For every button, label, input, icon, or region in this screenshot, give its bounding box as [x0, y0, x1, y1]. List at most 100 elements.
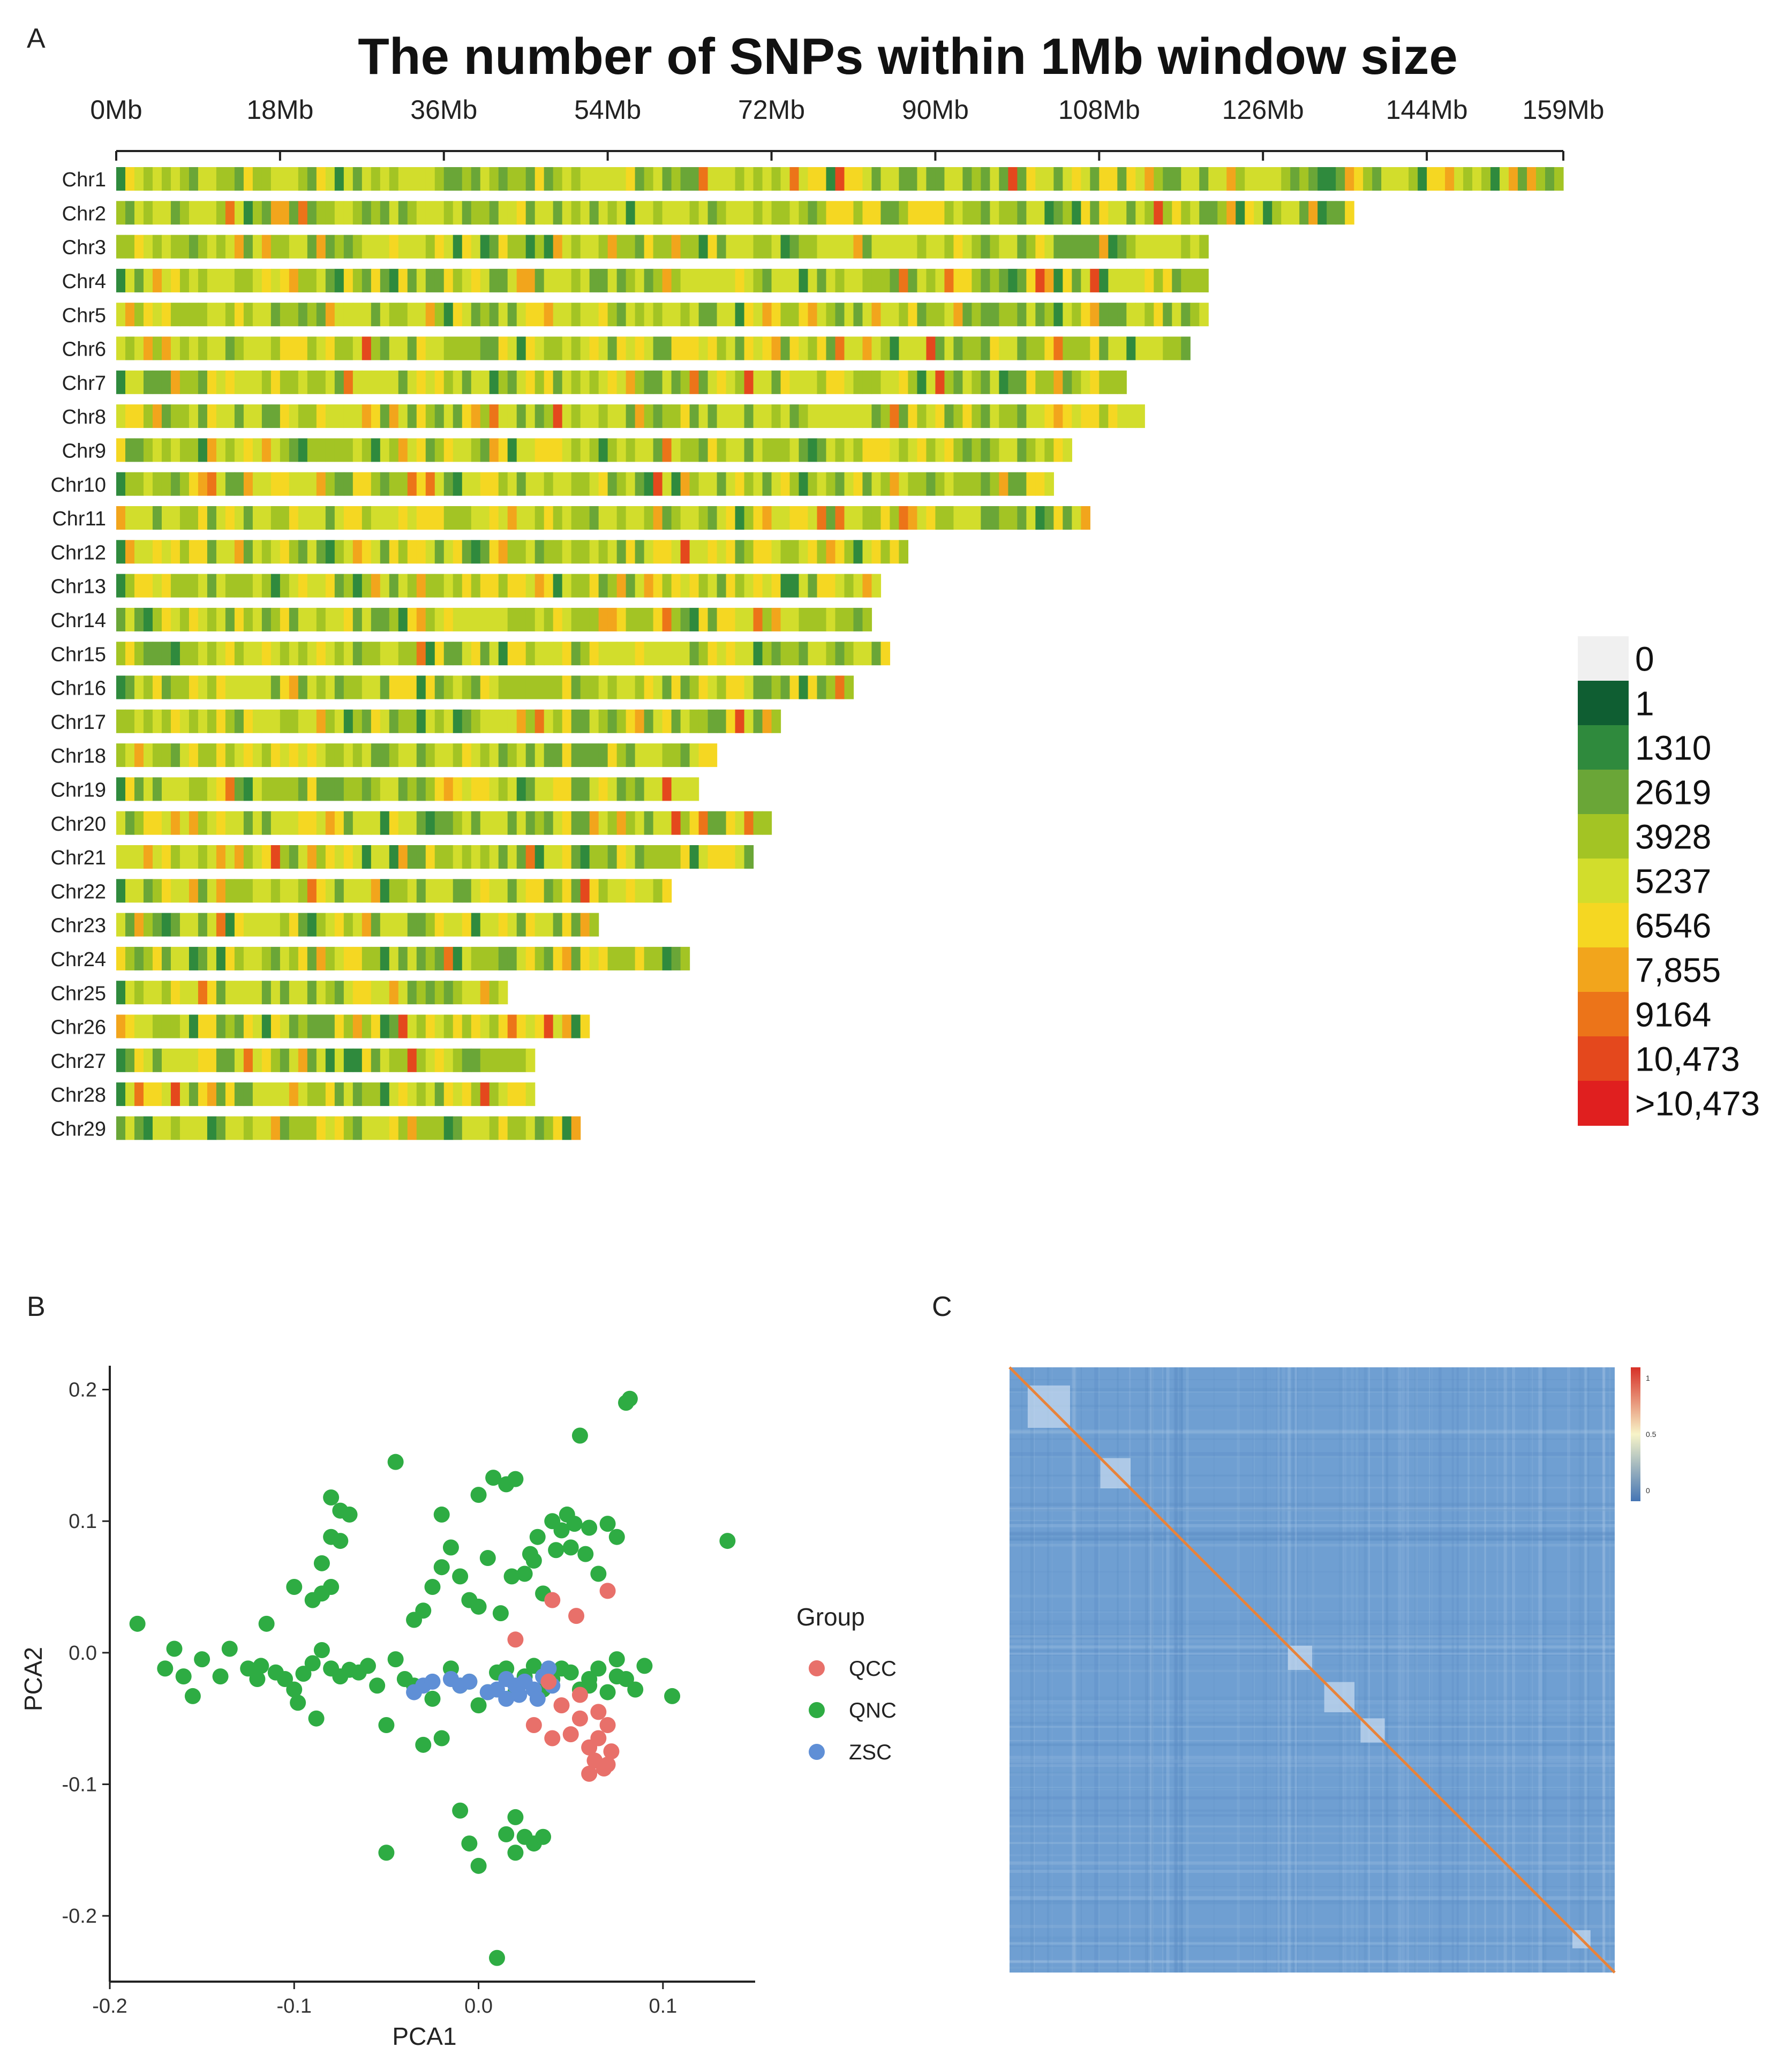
snp-window-cell: [362, 1048, 372, 1072]
legend-swatch: [1578, 947, 1629, 992]
snp-window-cell: [498, 1014, 508, 1038]
snp-window-cell: [380, 913, 390, 937]
heatmap-stripe: [1010, 1379, 1615, 1381]
snp-window-cell: [298, 777, 308, 801]
snp-window-cell: [471, 913, 481, 937]
snp-window-cell: [1090, 370, 1100, 394]
snp-window-cell: [471, 811, 481, 835]
snp-window-cell: [680, 472, 690, 496]
snp-window-cell: [289, 404, 299, 428]
snp-window-cell: [1317, 167, 1327, 191]
snp-window-cell: [371, 811, 381, 835]
snp-window-cell: [835, 268, 845, 292]
snp-window-cell: [707, 574, 718, 598]
data-point-qcc: [603, 1743, 620, 1760]
snp-window-cell: [161, 777, 171, 801]
snp-window-cell: [225, 1048, 235, 1072]
snp-window-cell: [926, 336, 936, 360]
snp-window-cell: [216, 1048, 226, 1072]
snp-window-cell: [189, 370, 199, 394]
heatmap-stripe: [1010, 1967, 1615, 1969]
snp-window-cell: [362, 675, 372, 699]
snp-window-cell: [289, 336, 299, 360]
snp-window-cell: [453, 743, 463, 767]
snp-window-cell: [635, 607, 645, 631]
data-point-qnc: [621, 1390, 638, 1407]
snp-window-cell: [343, 675, 353, 699]
snp-window-cell: [880, 438, 891, 462]
snp-window-cell: [152, 845, 162, 869]
snp-window-cell: [270, 472, 281, 496]
snp-window-cell: [1181, 268, 1191, 292]
snp-window-cell: [799, 574, 809, 598]
snp-window-cell: [516, 642, 526, 666]
snp-window-cell: [635, 879, 645, 903]
snp-window-cell: [616, 235, 627, 259]
snp-window-cell: [189, 675, 199, 699]
data-point-qnc: [424, 1579, 441, 1595]
snp-window-cell: [735, 472, 745, 496]
snp-window-cell: [1081, 201, 1090, 225]
snp-window-cell: [143, 913, 153, 937]
snp-window-cell: [307, 879, 317, 903]
snp-window-cell: [1017, 201, 1027, 225]
snp-window-cell: [143, 303, 153, 327]
snp-window-cell: [252, 1082, 262, 1106]
snp-window-cell: [698, 607, 709, 631]
snp-window-cell: [680, 303, 690, 327]
snp-window-cell: [371, 845, 381, 869]
snp-window-cell: [316, 946, 326, 970]
snp-window-cell: [1263, 201, 1273, 225]
legend-label: 2619: [1635, 773, 1711, 812]
snp-window-cell: [143, 743, 153, 767]
snp-window-cell: [261, 540, 272, 564]
snp-window-cell: [525, 946, 536, 970]
data-point-qnc: [562, 1539, 579, 1556]
snp-window-cell: [261, 167, 272, 191]
snp-window-cell: [644, 811, 654, 835]
snp-window-cell: [580, 845, 590, 869]
snp-window-cell: [707, 201, 718, 225]
snp-window-cell: [616, 777, 627, 801]
snp-window-cell: [316, 303, 326, 327]
snp-window-cell: [334, 167, 344, 191]
legend-title: Group: [796, 1603, 865, 1631]
snp-window-cell: [1181, 201, 1191, 225]
snp-window-cell: [189, 540, 199, 564]
snp-window-cell: [334, 709, 344, 733]
snp-window-cell: [416, 167, 426, 191]
snp-window-cell: [280, 1082, 290, 1106]
snp-window-cell: [198, 1082, 208, 1106]
heatmap-stripe: [1179, 1367, 1183, 1973]
snp-window-cell: [289, 913, 299, 937]
snp-window-cell: [671, 709, 681, 733]
snp-window-cell: [170, 879, 180, 903]
snp-window-cell: [735, 336, 745, 360]
snp-window-cell: [489, 472, 499, 496]
snp-window-cell: [580, 743, 590, 767]
snp-window-cell: [462, 777, 472, 801]
snp-window-cell: [962, 404, 973, 428]
snp-window-cell: [280, 235, 290, 259]
heatmap-stripe: [1010, 1713, 1615, 1717]
snp-window-cell: [425, 946, 435, 970]
snp-window-cell: [270, 879, 281, 903]
snp-window-cell: [416, 472, 426, 496]
snp-window-cell: [899, 506, 909, 530]
snp-window-cell: [270, 1082, 281, 1106]
snp-window-cell: [316, 235, 326, 259]
y-tick-label: 0.0: [69, 1642, 97, 1665]
snp-window-cell: [571, 607, 581, 631]
snp-window-cell: [434, 1014, 445, 1038]
snp-window-cell: [525, 506, 536, 530]
snp-window-cell: [1163, 268, 1172, 292]
snp-window-cell: [134, 913, 144, 937]
snp-window-cell: [261, 336, 272, 360]
snp-window-cell: [307, 201, 317, 225]
snp-window-cell: [298, 743, 308, 767]
data-point-qnc: [258, 1615, 275, 1632]
snp-window-cell: [234, 540, 244, 564]
snp-window-cell: [252, 777, 262, 801]
snp-window-cell: [826, 370, 836, 394]
snp-window-cell: [398, 607, 408, 631]
